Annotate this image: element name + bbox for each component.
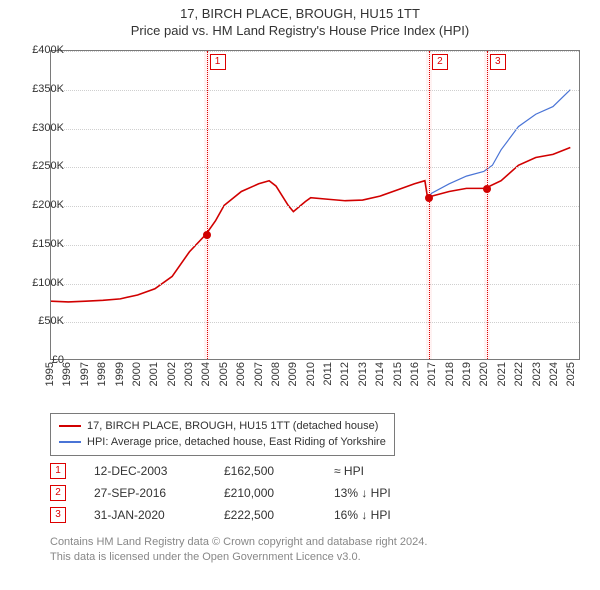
sales-row: 3 31-JAN-2020 £222,500 16% ↓ HPI [50, 504, 444, 526]
sale-dot [203, 231, 211, 239]
x-tick-label: 2019 [461, 362, 473, 386]
x-tick-label: 2001 [148, 362, 160, 386]
legend-swatch [59, 425, 81, 427]
legend-label: HPI: Average price, detached house, East… [87, 434, 386, 450]
event-line [487, 51, 488, 359]
legend-item-property: 17, BIRCH PLACE, BROUGH, HU15 1TT (detac… [59, 418, 386, 434]
x-tick-label: 2021 [496, 362, 508, 386]
sale-badge: 3 [50, 507, 66, 523]
x-tick-label: 2005 [218, 362, 230, 386]
x-tick-label: 2024 [548, 362, 560, 386]
title-sub: Price paid vs. HM Land Registry's House … [0, 23, 600, 38]
x-tick-label: 1999 [114, 362, 126, 386]
title-main: 17, BIRCH PLACE, BROUGH, HU15 1TT [0, 6, 600, 21]
y-tick-label: £400K [32, 44, 64, 56]
event-line [207, 51, 208, 359]
sale-price: £162,500 [224, 464, 334, 478]
gridline [51, 284, 579, 285]
x-tick-label: 2011 [322, 362, 334, 386]
event-line [429, 51, 430, 359]
legend-item-hpi: HPI: Average price, detached house, East… [59, 434, 386, 450]
legend-label: 17, BIRCH PLACE, BROUGH, HU15 1TT (detac… [87, 418, 378, 434]
sale-price: £210,000 [224, 486, 334, 500]
footnote-line: Contains HM Land Registry data © Crown c… [50, 535, 580, 550]
x-tick-label: 2020 [478, 362, 490, 386]
x-tick-label: 2023 [531, 362, 543, 386]
x-tick-label: 2007 [253, 362, 265, 386]
sale-date: 12-DEC-2003 [94, 464, 224, 478]
sale-rel: 16% ↓ HPI [334, 508, 444, 522]
sale-date: 27-SEP-2016 [94, 486, 224, 500]
sales-row: 2 27-SEP-2016 £210,000 13% ↓ HPI [50, 482, 444, 504]
x-tick-label: 1998 [96, 362, 108, 386]
x-tick-label: 2002 [166, 362, 178, 386]
x-tick-label: 2010 [305, 362, 317, 386]
x-tick-label: 2025 [565, 362, 577, 386]
sale-date: 31-JAN-2020 [94, 508, 224, 522]
x-tick-label: 2017 [426, 362, 438, 386]
sale-rel: ≈ HPI [334, 464, 444, 478]
x-tick-label: 2016 [409, 362, 421, 386]
x-tick-label: 1997 [79, 362, 91, 386]
x-tick-label: 2006 [235, 362, 247, 386]
sale-price: £222,500 [224, 508, 334, 522]
x-tick-label: 2008 [270, 362, 282, 386]
sale-badge: 1 [50, 463, 66, 479]
sales-table: 1 12-DEC-2003 £162,500 ≈ HPI 2 27-SEP-20… [50, 460, 444, 526]
x-tick-label: 2012 [339, 362, 351, 386]
y-tick-label: £300K [32, 122, 64, 134]
gridline [51, 167, 579, 168]
x-axis-ticks: 1995199619971998199920002001200220032004… [50, 362, 580, 408]
x-tick-label: 2013 [357, 362, 369, 386]
y-tick-label: £100K [32, 277, 64, 289]
footnote-line: This data is licensed under the Open Gov… [50, 550, 580, 565]
y-tick-label: £150K [32, 238, 64, 250]
event-badge: 3 [490, 54, 506, 70]
y-tick-label: £350K [32, 83, 64, 95]
gridline [51, 245, 579, 246]
sale-dot [483, 185, 491, 193]
x-tick-label: 2018 [444, 362, 456, 386]
x-tick-label: 2000 [131, 362, 143, 386]
event-badge: 1 [210, 54, 226, 70]
series-property [51, 148, 570, 302]
legend: 17, BIRCH PLACE, BROUGH, HU15 1TT (detac… [50, 413, 395, 456]
sale-badge: 2 [50, 485, 66, 501]
y-tick-label: £50K [38, 315, 64, 327]
x-tick-label: 2022 [513, 362, 525, 386]
sales-row: 1 12-DEC-2003 £162,500 ≈ HPI [50, 460, 444, 482]
y-tick-label: £0 [52, 354, 64, 366]
plot-wrap: 1 2 3 [50, 50, 580, 360]
x-tick-label: 2015 [392, 362, 404, 386]
gridline [51, 90, 579, 91]
gridline [51, 129, 579, 130]
plot-area: 1 2 3 [50, 50, 580, 360]
event-badge: 2 [432, 54, 448, 70]
gridline [51, 206, 579, 207]
gridline [51, 51, 579, 52]
chart-titles: 17, BIRCH PLACE, BROUGH, HU15 1TT Price … [0, 0, 600, 38]
x-tick-label: 2004 [200, 362, 212, 386]
x-tick-label: 2003 [183, 362, 195, 386]
x-tick-label: 2009 [287, 362, 299, 386]
y-tick-label: £200K [32, 199, 64, 211]
legend-swatch [59, 441, 81, 443]
sale-rel: 13% ↓ HPI [334, 486, 444, 500]
footnote: Contains HM Land Registry data © Crown c… [50, 535, 580, 565]
y-tick-label: £250K [32, 160, 64, 172]
gridline [51, 322, 579, 323]
x-tick-label: 2014 [374, 362, 386, 386]
